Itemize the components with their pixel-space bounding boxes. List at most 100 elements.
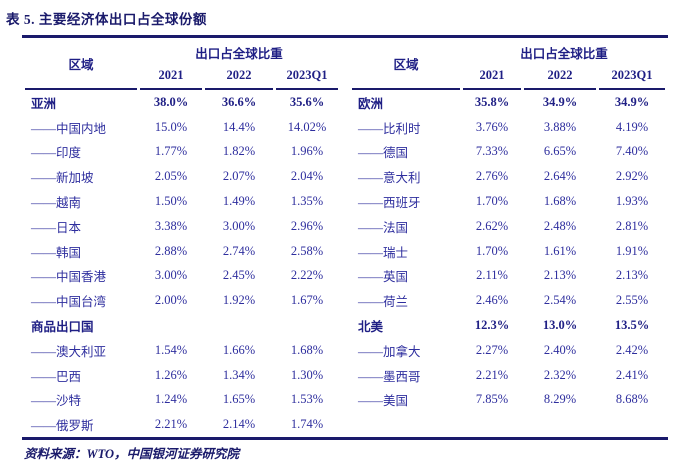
value-cell: 38.0%	[153, 94, 189, 109]
value-cell: 6.65%	[543, 144, 577, 159]
value-cell: 1.61%	[543, 243, 577, 258]
left-table-header: 区域 出口占全球比重 2021 2022 2023Q1	[25, 38, 338, 90]
value-cell: 2.14%	[222, 417, 256, 432]
value-cell: 2.32%	[543, 367, 577, 382]
region-column-header: 区域	[25, 38, 137, 90]
table-row: ——墨西哥 2.21% 2.32% 2.41%	[352, 363, 665, 388]
value-cell: 1.49%	[222, 194, 256, 209]
region-cell: ——日本	[31, 220, 82, 235]
region-cell: ——美国	[358, 394, 409, 409]
value-cell	[276, 313, 338, 338]
year-header-2022: 2022	[524, 63, 596, 90]
table-row: ——印度 1.77% 1.82% 1.96%	[25, 140, 338, 165]
value-cell: 1.66%	[222, 342, 256, 357]
value-cell: 2.21%	[154, 417, 188, 432]
value-cell: 1.50%	[154, 194, 188, 209]
value-cell: 1.35%	[290, 194, 324, 209]
table-row: 欧洲 35.8% 34.9% 34.9%	[352, 90, 665, 115]
value-cell: 2.92%	[615, 169, 649, 184]
value-cell: 2.45%	[222, 268, 256, 283]
value-cell: 3.00%	[154, 268, 188, 283]
value-cell: 2.07%	[222, 169, 256, 184]
left-table: 区域 出口占全球比重 2021 2022 2023Q1 亚洲 38.0% 36.6%…	[22, 38, 341, 437]
value-cell: 1.68%	[290, 342, 324, 357]
value-cell: 2.96%	[290, 218, 324, 233]
right-table-header: 区域 出口占全球比重 2021 2022 2023Q1	[352, 38, 665, 90]
value-cell: 3.88%	[543, 119, 577, 134]
region-cell: ——中国香港	[31, 270, 107, 285]
region-cell	[352, 412, 460, 437]
region-cell: ——意大利	[358, 171, 421, 186]
table-row: 亚洲 38.0% 36.6% 35.6%	[25, 90, 338, 115]
value-cell: 8.68%	[615, 392, 649, 407]
region-cell: 北美	[358, 320, 384, 335]
value-cell: 3.38%	[154, 218, 188, 233]
value-cell: 1.53%	[290, 392, 324, 407]
value-cell: 14.4%	[222, 119, 256, 134]
value-cell: 3.00%	[222, 218, 256, 233]
value-cell: 1.34%	[222, 367, 256, 382]
region-cell: ——英国	[358, 270, 409, 285]
export-share-group-header: 出口占全球比重	[195, 46, 283, 61]
table-row: ——西班牙 1.70% 1.68% 1.93%	[352, 189, 665, 214]
value-cell: 13.5%	[614, 318, 650, 333]
value-cell: 2.21%	[475, 367, 509, 382]
right-table: 区域 出口占全球比重 2021 2022 2023Q1 欧洲 35.8% 34.9%…	[349, 38, 668, 437]
table-row: ——英国 2.11% 2.13% 2.13%	[352, 264, 665, 289]
region-cell: ——新加坡	[31, 171, 94, 186]
value-cell: 1.82%	[222, 144, 256, 159]
value-cell: 1.30%	[290, 367, 324, 382]
value-cell: 14.02%	[287, 119, 327, 134]
table-row: ——法国 2.62% 2.48% 2.81%	[352, 214, 665, 239]
value-cell: 1.70%	[475, 243, 509, 258]
region-cell: ——西班牙	[358, 196, 421, 211]
value-cell: 2.22%	[290, 268, 324, 283]
value-cell: 15.0%	[154, 119, 188, 134]
value-cell: 7.40%	[615, 144, 649, 159]
value-cell: 1.93%	[615, 194, 649, 209]
value-cell	[205, 313, 273, 338]
table-title: 表 5. 主要经济体出口占全球份额	[6, 12, 207, 27]
source-note: 资料来源：WTO，中国银河证券研究院	[24, 447, 240, 461]
region-cell: 亚洲	[31, 96, 57, 111]
region-column-header: 区域	[352, 38, 460, 90]
left-table-body: 亚洲 38.0% 36.6% 35.6% ——中国内地 15.0% 14.4% 14.02% —…	[25, 90, 338, 437]
table-row: ——瑞士 1.70% 1.61% 1.91%	[352, 239, 665, 264]
table-row: ——越南 1.50% 1.49% 1.35%	[25, 189, 338, 214]
table-row: ——澳大利亚 1.54% 1.66% 1.68%	[25, 338, 338, 363]
region-cell: ——巴西	[31, 369, 82, 384]
table-row: ——韩国 2.88% 2.74% 2.58%	[25, 239, 338, 264]
value-cell: 36.6%	[221, 94, 257, 109]
value-cell	[140, 313, 202, 338]
value-cell: 2.13%	[543, 268, 577, 283]
value-cell: 8.29%	[543, 392, 577, 407]
value-cell: 4.19%	[615, 119, 649, 134]
value-cell: 2.48%	[543, 218, 577, 233]
export-share-group-header: 出口占全球比重	[520, 46, 608, 61]
value-cell: 35.6%	[289, 94, 325, 109]
value-cell: 34.9%	[542, 94, 578, 109]
value-cell: 2.81%	[615, 218, 649, 233]
region-cell: ——墨西哥	[358, 369, 421, 384]
year-header-2021: 2021	[140, 63, 202, 90]
region-cell: ——德国	[358, 146, 409, 161]
region-cell: ——加拿大	[358, 344, 421, 359]
right-table-body: 欧洲 35.8% 34.9% 34.9% ——比利时 3.76% 3.88% 4.19% ——德…	[352, 90, 665, 437]
value-cell: 1.24%	[154, 392, 188, 407]
value-cell: 2.62%	[475, 218, 509, 233]
value-cell: 1.54%	[154, 342, 188, 357]
value-cell	[599, 412, 665, 437]
table-row: ——中国香港 3.00% 2.45% 2.22%	[25, 264, 338, 289]
table-row: ——日本 3.38% 3.00% 2.96%	[25, 214, 338, 239]
value-cell: 2.00%	[154, 293, 188, 308]
value-cell: 2.54%	[543, 293, 577, 308]
region-cell: ——越南	[31, 196, 82, 211]
value-cell: 1.65%	[222, 392, 256, 407]
value-cell: 13.0%	[542, 318, 578, 333]
table-row: ——荷兰 2.46% 2.54% 2.55%	[352, 288, 665, 313]
year-header-2023q1: 2023Q1	[276, 63, 338, 90]
value-cell: 1.92%	[222, 293, 256, 308]
table-row: ——比利时 3.76% 3.88% 4.19%	[352, 115, 665, 140]
value-cell: 2.40%	[543, 342, 577, 357]
